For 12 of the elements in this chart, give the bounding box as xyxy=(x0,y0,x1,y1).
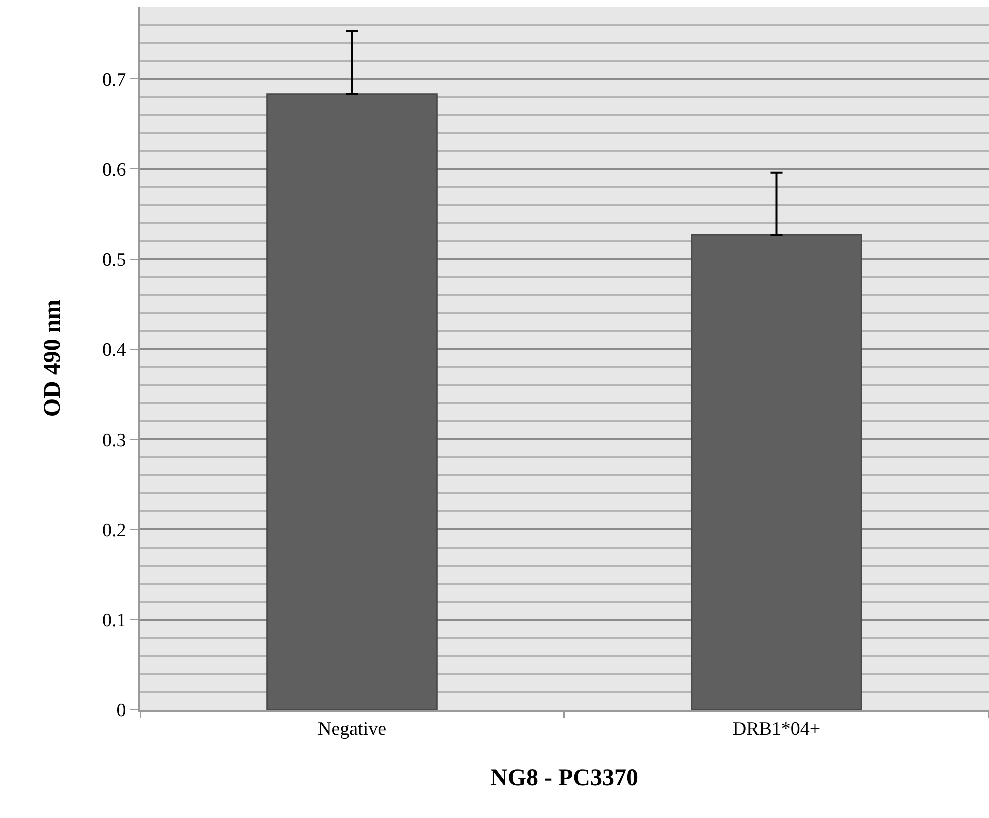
y-tick-label: 0.1 xyxy=(102,610,126,632)
y-axis-title: OD 490 nm xyxy=(40,300,66,418)
x-tick-label: Negative xyxy=(318,718,387,740)
y-tick-label: 0.2 xyxy=(102,520,126,542)
y-tick-label: 0.4 xyxy=(102,340,127,362)
y-tick-label: 0.7 xyxy=(102,70,126,91)
y-tick-label: 0.3 xyxy=(102,430,126,452)
y-tick-label: 0 xyxy=(116,700,126,722)
y-tick-label: 0.5 xyxy=(102,250,126,272)
x-axis-title: NG8 - PC3370 xyxy=(490,766,638,792)
x-tick-label: DRB1*04+ xyxy=(732,718,821,740)
y-tick-label: 0.6 xyxy=(102,160,126,181)
